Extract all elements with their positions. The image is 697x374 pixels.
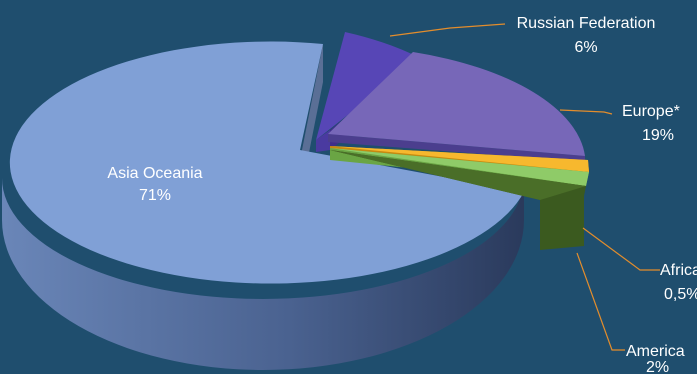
slice-europe — [328, 52, 585, 156]
leader-africa — [582, 227, 660, 271]
label-russian-federation-value: 6% — [574, 39, 597, 56]
slice-russian-federation-side-left — [316, 130, 330, 152]
slice-europe-side — [328, 134, 585, 162]
label-africa-value: 0,5% — [664, 286, 697, 303]
label-asia-oceania-value: 71% — [139, 187, 171, 204]
label-europe-name: Europe* — [622, 103, 680, 120]
label-america-value: 2% — [646, 359, 669, 374]
slice-russian-federation — [316, 32, 420, 140]
label-africa-name: Africa — [660, 262, 697, 279]
slice-africa — [330, 150, 586, 200]
label-russian-federation-name: Russian Federation — [517, 15, 656, 32]
label-europe-value: 19% — [642, 127, 674, 144]
slice-america — [330, 146, 589, 172]
leader-america — [576, 252, 625, 351]
leader-europe — [559, 109, 613, 115]
leader-russian-federation — [389, 23, 506, 37]
slice-asia-oceania-side — [2, 178, 524, 370]
slice-asia-oceania — [9, 41, 524, 284]
slice-green — [330, 148, 589, 186]
label-america-name: America — [626, 343, 685, 360]
label-asia-oceania-name: Asia Oceania — [107, 165, 202, 182]
